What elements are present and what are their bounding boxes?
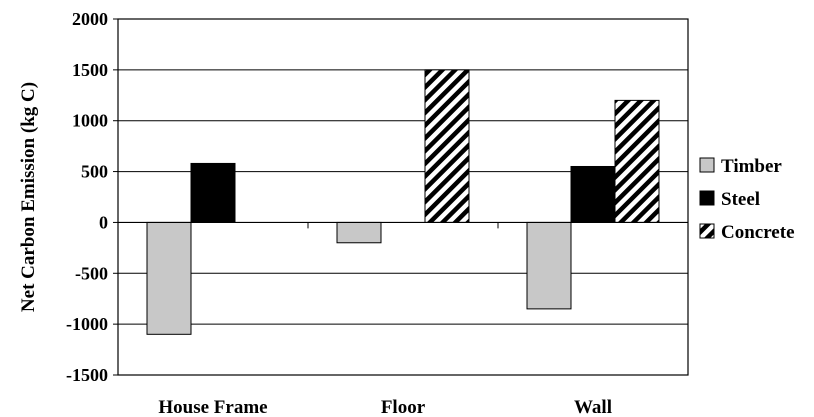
- y-tick-label: 2000: [72, 9, 108, 29]
- y-tick-label: -1500: [66, 365, 108, 385]
- y-tick-label: 1000: [72, 111, 108, 131]
- axes: [117, 221, 689, 229]
- bar-steel-house-frame: [190, 162, 236, 223]
- bar-steel-wall: [570, 165, 616, 223]
- x-tick-label: Wall: [574, 397, 612, 417]
- legend-swatch-timber: [699, 157, 715, 173]
- y-tick-label: -1000: [66, 314, 108, 334]
- bar-timber-floor: [336, 221, 382, 244]
- x-tick-label: House Frame: [158, 397, 267, 417]
- y-tick-label: 500: [81, 162, 108, 182]
- y-axis-label: Net Carbon Emission (kg C): [18, 82, 39, 312]
- bars: [146, 69, 660, 335]
- legend: Timber Steel Concrete: [699, 156, 795, 243]
- legend-label-timber: Timber: [721, 156, 782, 177]
- bar-timber-wall: [526, 221, 572, 310]
- bar-concrete-floor: [424, 69, 470, 223]
- x-tick-label: Floor: [381, 397, 426, 417]
- legend-swatch-steel: [699, 190, 715, 206]
- y-tick-labels: 2000 1500 1000 500 0 -500 -1000 -1500: [66, 9, 118, 385]
- legend-label-steel: Steel: [721, 189, 760, 210]
- y-tick-label: 0: [99, 212, 108, 232]
- y-tick-label: 1500: [72, 60, 108, 80]
- x-tick-labels: House Frame Floor Wall: [158, 397, 612, 417]
- bar-concrete-wall: [614, 99, 660, 223]
- bar-timber-house-frame: [146, 221, 192, 335]
- legend-label-concrete: Concrete: [721, 222, 795, 243]
- y-tick-label: -500: [75, 263, 108, 283]
- legend-swatch-concrete: [699, 223, 715, 239]
